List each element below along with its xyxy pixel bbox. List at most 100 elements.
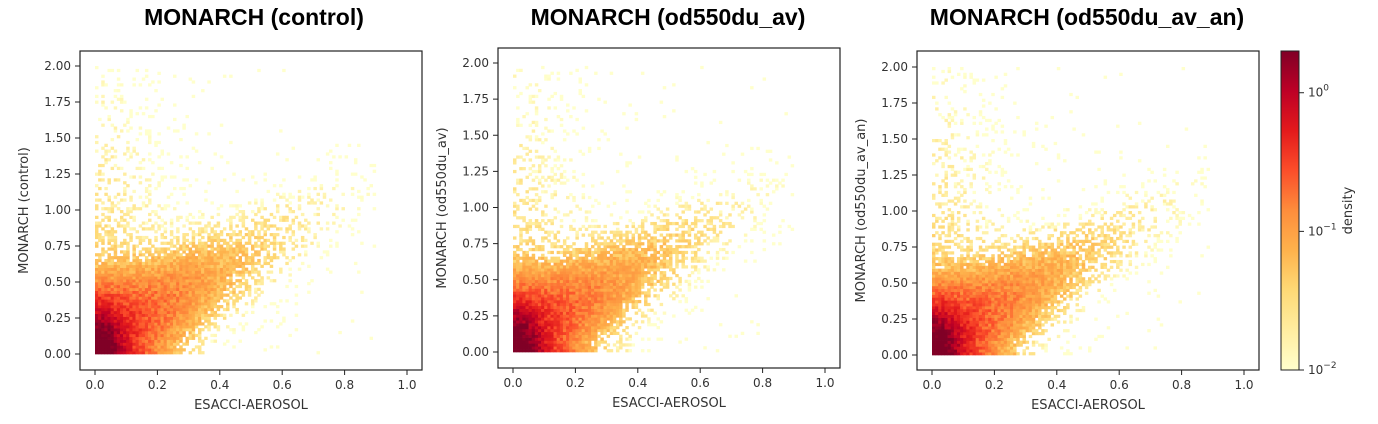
heatmap-cell [335, 244, 339, 248]
heatmap-cell [615, 314, 620, 318]
heatmap-cell [104, 143, 108, 147]
heatmap-cell [562, 169, 567, 174]
heatmap-cell [612, 262, 617, 266]
heatmap-cell [662, 236, 667, 240]
heatmap-cell [547, 282, 551, 286]
heatmap-cell [101, 302, 105, 306]
heatmap-cell [104, 207, 108, 211]
heatmap-cell [938, 314, 942, 318]
heatmap-cell [107, 114, 111, 119]
heatmap-cell [932, 349, 936, 353]
heatmap-cell [631, 279, 636, 283]
heatmap-cell [684, 297, 689, 301]
heatmap-cell [700, 279, 704, 283]
heatmap-cell [98, 336, 102, 340]
heatmap-cell [207, 221, 211, 225]
heatmap-cell [528, 207, 533, 211]
heatmap-cell [169, 258, 174, 263]
heatmap-cell [329, 149, 333, 153]
heatmap-cell [254, 299, 258, 303]
heatmap-cell [587, 262, 592, 266]
heatmap-cell [119, 129, 124, 133]
heatmap-cell [528, 167, 533, 171]
heatmap-cell [640, 262, 645, 266]
heatmap-cell [210, 322, 214, 326]
heatmap-cell [119, 284, 124, 289]
heatmap-cell [98, 270, 102, 274]
heatmap-cell [634, 291, 639, 295]
heatmap-cell [609, 320, 614, 324]
heatmap-cell [279, 267, 283, 271]
heatmap-cell [562, 276, 567, 281]
heatmap-cell [144, 270, 149, 274]
heatmap-cell [634, 302, 639, 307]
heatmap-cell [107, 264, 111, 268]
heatmap-cell [619, 242, 623, 246]
heatmap-cell [650, 276, 654, 281]
heatmap-cell [213, 287, 218, 291]
heatmap-cell [119, 345, 124, 349]
heatmap-cell [116, 135, 121, 139]
heatmap-cell [556, 320, 561, 324]
y-tick-label: 1.00 [462, 201, 489, 215]
heatmap-cell [528, 247, 533, 252]
heatmap-cell [166, 328, 171, 332]
heatmap-cell [690, 227, 695, 231]
heatmap-cell [288, 238, 292, 243]
heatmap-cell [684, 239, 689, 243]
heatmap-cell [325, 250, 330, 254]
heatmap-cell [687, 204, 692, 208]
heatmap-cell [534, 349, 539, 353]
heatmap-cell [581, 314, 586, 318]
heatmap-cell [687, 282, 692, 286]
heatmap-cell [151, 351, 155, 355]
heatmap-cell [528, 236, 533, 240]
heatmap-cell [163, 241, 168, 245]
heatmap-cell [101, 163, 105, 168]
heatmap-cell [656, 239, 660, 243]
heatmap-cell [157, 333, 161, 338]
heatmap-cell [790, 193, 795, 197]
heatmap-cell [322, 250, 327, 254]
heatmap-cell [138, 207, 143, 211]
heatmap-cell [528, 346, 533, 350]
heatmap-cell [229, 256, 233, 260]
heatmap-cell [941, 141, 945, 146]
heatmap-cell [681, 250, 685, 255]
heatmap-cell [260, 264, 264, 268]
heatmap-cell [647, 288, 651, 292]
heatmap-cell [935, 139, 939, 143]
heatmap-cell [191, 299, 196, 303]
heatmap-cell [528, 279, 533, 283]
heatmap-cell [566, 262, 570, 266]
heatmap-cell [160, 250, 164, 254]
heatmap-cell [104, 305, 108, 309]
heatmap-cell [516, 297, 520, 301]
heatmap-cell [525, 331, 529, 336]
heatmap-cell [659, 273, 664, 278]
heatmap-cell [95, 267, 99, 271]
heatmap-cell [110, 276, 115, 280]
heatmap-cell [113, 204, 118, 208]
heatmap-cell [207, 235, 211, 240]
heatmap-cell [938, 329, 942, 333]
y-tick-label: 0.00 [44, 347, 71, 361]
heatmap-cell [238, 256, 242, 260]
heatmap-cell [110, 342, 115, 346]
heatmap-cell [157, 273, 161, 277]
heatmap-cell [238, 238, 242, 243]
heatmap-cell [144, 345, 149, 349]
heatmap-cell [544, 334, 548, 338]
heatmap-cell [132, 279, 136, 283]
heatmap-cell [603, 331, 607, 336]
heatmap-cell [216, 270, 221, 274]
heatmap-cell [116, 307, 121, 312]
heatmap-cell [615, 169, 620, 174]
heatmap-cell [191, 276, 196, 280]
heatmap-cell [179, 215, 183, 219]
heatmap-cell [569, 265, 573, 269]
heatmap-cell [272, 247, 277, 251]
heatmap-cell [275, 305, 280, 309]
heatmap-cell [154, 328, 158, 332]
heatmap-cell [587, 268, 592, 272]
